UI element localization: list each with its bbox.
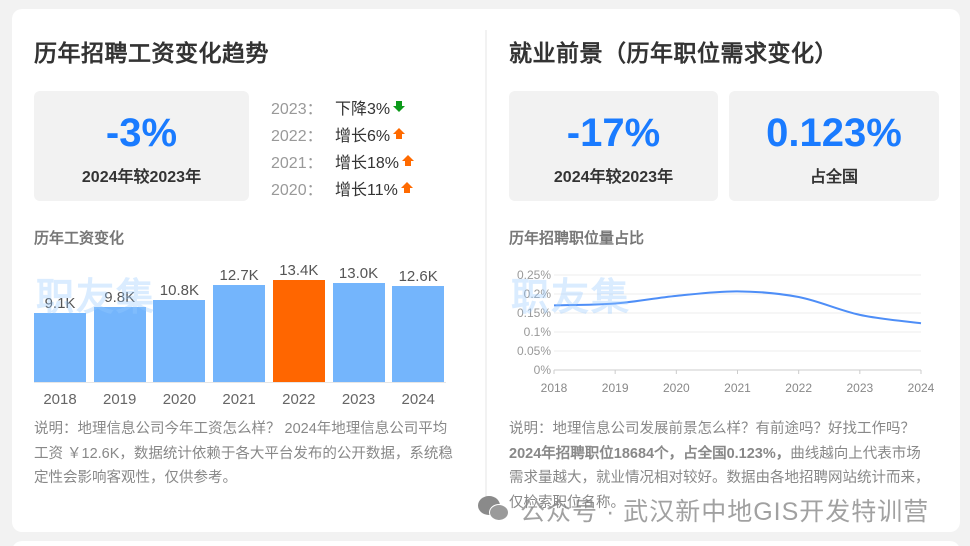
yoy-row: 2020： 增长11% <box>271 174 414 201</box>
wechat-icon <box>478 496 512 524</box>
panel-divider <box>485 30 487 500</box>
stat-value: -17% <box>566 111 661 155</box>
x-tick-label: 2022 <box>785 381 812 395</box>
yoy-text: 增长11% <box>335 181 398 199</box>
bar-2021: 12.7K <box>213 267 266 382</box>
yoy-row: 2023： 下降3% <box>271 93 414 120</box>
x-tick-label: 2019 <box>601 381 629 395</box>
x-tick-label: 2020 <box>662 381 690 395</box>
yoy-text: 增长6% <box>335 127 391 145</box>
salary-description: 说明：地理信息公司今年工资怎么样？ 2024年地理信息公司平均工资 ￥12.6K… <box>34 421 453 486</box>
bar-2018: 9.1K <box>34 295 86 382</box>
national-share-stat: 0.123% 占全国 <box>729 91 939 201</box>
x-tick-label: 2021 <box>724 381 751 395</box>
bar-rect <box>272 280 325 382</box>
x-tick-label: 2020 <box>162 391 197 408</box>
bar-rect <box>332 283 385 382</box>
yoy-row: 2022： 增长6% <box>271 120 414 147</box>
footer-watermark: 公众号 · 武汉新中地GIS开发特训营 <box>478 492 929 528</box>
yoy-year: 2021： <box>271 154 323 172</box>
yoy-year: 2022： <box>271 127 323 145</box>
bar-rect <box>34 312 86 382</box>
bar-value-label: 10.8K <box>159 281 199 299</box>
y-tick-label: 0.2% <box>523 287 551 301</box>
y-tick-label: 0.15% <box>516 306 551 320</box>
bar-rect <box>392 286 445 382</box>
x-tick-label: 2024 <box>907 381 935 395</box>
salary-trend-title: 历年招聘工资变化趋势 <box>34 40 269 66</box>
y-tick-label: 0.25% <box>516 268 551 282</box>
job-share-chart-title: 历年招聘职位量占比 <box>509 230 645 247</box>
desc-text: 曲线越向上代表市场需求量越大，就业情况相对较好。数据由各地招聘网站统计而来，仅检… <box>509 445 930 511</box>
yoy-change-list: 2023： 下降3% 2022： 增长6% 2021： 增长18% 2020： … <box>271 93 415 201</box>
footer-watermark-text: 公众号 · 武汉新中地GIS开发特训营 <box>520 498 930 526</box>
bar-value-label: 13.4K <box>279 262 319 279</box>
x-tick-label: 2024 <box>401 391 435 408</box>
stat-value: 0.123% <box>766 111 902 155</box>
x-tick-label: 2023 <box>341 391 376 408</box>
bar-value-label: 13.0K <box>338 265 379 283</box>
bar-2020: 10.8K <box>153 282 206 382</box>
x-tick-label: 2021 <box>222 391 256 408</box>
bar-rect <box>213 285 266 382</box>
stat-value: -3% <box>105 111 178 155</box>
arrow-up-icon <box>400 181 413 194</box>
arrow-up-icon <box>393 127 406 140</box>
desc-highlight: 2024年招聘职位18684个，占全国0.123%， <box>509 445 791 462</box>
x-tick-label: 2022 <box>282 391 316 408</box>
salary-change-stat: -3% 2024年较2023年 <box>34 91 249 201</box>
bar-2024: 12.6K <box>392 268 445 382</box>
y-tick-label: 0% <box>533 363 551 377</box>
bar-value-label: 12.7K <box>219 267 259 285</box>
x-tick-label: 2018 <box>43 391 77 408</box>
stat-label: 占全国 <box>809 169 858 186</box>
x-axis-line <box>34 382 446 383</box>
salary-bar-chart: 9.1K 2018 9.8K 2019 10.8K 2020 12.7K 2021 13.4K 2… <box>34 258 446 408</box>
arrow-up-icon <box>402 154 415 167</box>
y-tick-label: 0.1% <box>523 325 551 339</box>
bar-2022: 13.4K <box>272 262 325 382</box>
line-plot <box>553 274 922 374</box>
yoy-row: 2021： 增长18% <box>271 147 415 174</box>
desc-text: 说明：地理信息公司发展前景怎么样？有前途吗？好找工作吗？ <box>509 421 915 437</box>
salary-chart-title: 历年工资变化 <box>34 230 125 247</box>
bar-value-label: 9.8K <box>104 289 136 307</box>
bar-rect <box>153 299 206 382</box>
bar-2023: 13.0K <box>332 265 385 382</box>
yoy-text: 增长18% <box>335 154 400 172</box>
job-description: 说明：地理信息公司发展前景怎么样？有前途吗？好找工作吗？ 2024年招聘职位18… <box>509 417 934 515</box>
bar-value-label: 12.6K <box>398 268 438 286</box>
bar-rect <box>93 307 146 382</box>
job-change-stat: -17% 2024年较2023年 <box>509 91 718 201</box>
y-tick-label: 0.05% <box>516 344 551 358</box>
job-share-line-chart: 0% 0.05% 0.1% 0.15% 0.2% 0.25% 2018 2019 2020 202… <box>505 262 945 402</box>
stat-label: 2024年较2023年 <box>553 169 674 186</box>
yoy-year: 2023： <box>271 100 323 118</box>
x-tick-label: 2023 <box>846 381 874 395</box>
arrow-down-icon <box>393 100 406 113</box>
employment-outlook-title: 就业前景（历年职位需求变化） <box>509 40 838 66</box>
bar-value-label: 9.1K <box>44 294 76 312</box>
x-tick-label: 2018 <box>540 381 568 395</box>
bar-2019: 9.8K <box>93 289 146 382</box>
stat-label: 2024年较2023年 <box>81 169 202 186</box>
x-tick-label: 2019 <box>103 391 137 408</box>
yoy-year: 2020： <box>271 181 323 199</box>
yoy-text: 下降3% <box>335 100 391 118</box>
next-card-edge <box>12 541 960 546</box>
